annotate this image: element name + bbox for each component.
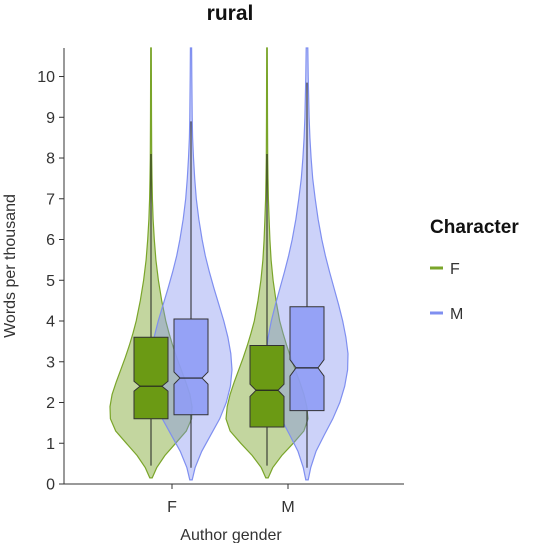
box-f-f: [133, 336, 169, 420]
y-tick-label: 6: [46, 232, 55, 249]
chart-title: rural: [207, 2, 254, 25]
legend-label-f: F: [450, 261, 460, 278]
y-tick-label: 4: [46, 314, 55, 331]
y-axis-title: Words per thousand: [2, 194, 19, 338]
y-tick-label: 2: [46, 395, 55, 412]
y-tick-label: 9: [46, 110, 55, 127]
legend: Character FM: [430, 217, 519, 323]
y-axis-ticks: 0 1 2 3 4 5 6 7 8 9 10: [37, 69, 64, 494]
box-f-m: [249, 344, 285, 428]
x-tick-label: M: [281, 499, 294, 516]
legend-label-m: M: [450, 306, 463, 323]
y-tick-label: 1: [46, 436, 55, 453]
y-tick-label: 7: [46, 191, 55, 208]
x-tick-label: F: [167, 499, 177, 516]
y-tick-label: 3: [46, 354, 55, 371]
legend-title: Character: [430, 217, 519, 238]
y-tick-label: 0: [46, 477, 55, 494]
box-m-f: [173, 318, 209, 416]
plot-area: [109, 47, 349, 481]
x-axis-title: Author gender: [180, 527, 282, 543]
y-tick-label: 5: [46, 273, 55, 290]
y-tick-label: 10: [37, 69, 55, 86]
legend-entries: FM: [430, 261, 463, 323]
y-tick-label: 8: [46, 151, 55, 168]
box-m-m: [289, 306, 325, 412]
